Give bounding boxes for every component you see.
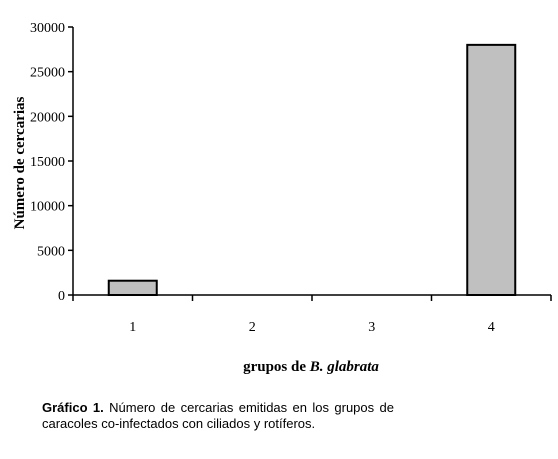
y-tick-label: 10000 (30, 200, 65, 215)
x-axis-title-prefix: grupos de (243, 359, 310, 375)
y-tick-label: 25000 (30, 66, 65, 81)
caption-label: Gráfico 1. (42, 400, 104, 415)
x-tick-label-3: 3 (368, 320, 375, 335)
y-tick-label: 15000 (30, 155, 65, 170)
x-axis-title-species: B. glabrata (309, 359, 380, 375)
bar-4 (466, 43, 517, 296)
figure-caption: Gráfico 1. Número de cercarias emitidas … (42, 400, 394, 432)
bar-1 (107, 279, 158, 296)
y-tick-label: 0 (58, 289, 65, 304)
bars-group (107, 43, 517, 296)
caption-text: Número de cercarias emitidas en los grup… (42, 400, 394, 431)
labels-group: 0 5000 10000 15000 20000 25000 30000 1 2 3 4 (30, 21, 495, 335)
y-tick-label: 20000 (30, 110, 65, 125)
bar-chart: 0 5000 10000 15000 20000 25000 30000 1 2 3 4 Númer… (12, 21, 552, 375)
x-tick-label-2: 2 (249, 320, 256, 335)
y-axis-title: Número de cercarias (12, 96, 28, 229)
x-axis-title: grupos de B. glabrata (243, 359, 379, 375)
axes-group (68, 26, 552, 301)
x-tick-label-4: 4 (488, 320, 495, 335)
y-tick-label: 30000 (30, 21, 65, 36)
y-tick-label: 5000 (37, 244, 65, 259)
x-tick-label-1: 1 (129, 320, 136, 335)
